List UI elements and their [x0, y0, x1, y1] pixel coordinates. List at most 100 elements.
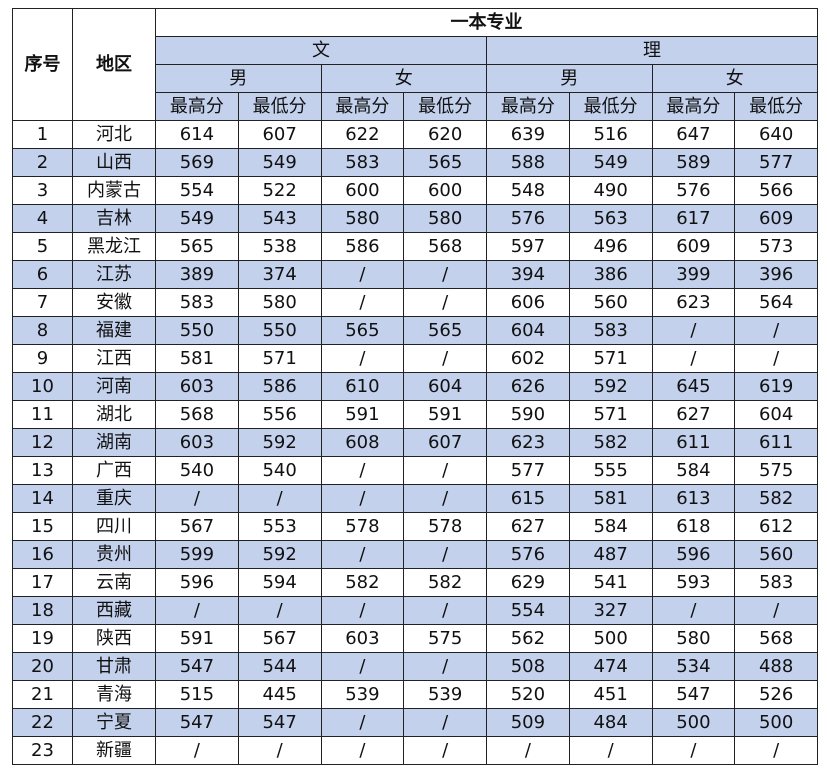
score-cell: 488: [734, 652, 818, 681]
score-cell: 610: [320, 372, 405, 401]
row-number: 16: [12, 540, 73, 569]
score-cell: /: [155, 596, 239, 625]
score-cell: 582: [403, 568, 487, 597]
row-number: 19: [12, 624, 73, 653]
score-cell: 576: [486, 540, 570, 569]
score-cell: /: [320, 484, 405, 513]
score-cell: 500: [734, 708, 818, 737]
region-name: 甘肃: [72, 652, 156, 681]
score-cell: /: [237, 484, 322, 513]
region-name: 黑龙江: [72, 232, 156, 261]
score-cell: 582: [568, 428, 653, 457]
score-cell: 555: [568, 456, 653, 485]
region-name: 福建: [72, 316, 156, 345]
row-number: 3: [12, 176, 73, 205]
row-number: 22: [12, 708, 73, 737]
region-name: 新疆: [72, 736, 156, 765]
score-cell: 554: [486, 596, 570, 625]
data-row: 2 山西 569 549 583 565 588 549 589 577: [12, 148, 818, 177]
score-cell: 547: [155, 708, 239, 737]
score-cell: 599: [155, 540, 239, 569]
score-cell: 607: [403, 428, 487, 457]
score-cell: /: [320, 736, 405, 765]
score-cell: /: [237, 596, 322, 625]
score-cell: 577: [734, 148, 818, 177]
data-row: 5 黑龙江 565 538 586 568 597 496 609 573: [12, 232, 818, 261]
score-cell: 623: [486, 428, 570, 457]
score-cell: 640: [734, 120, 818, 149]
row-number: 10: [12, 372, 73, 401]
score-cell: 600: [320, 176, 405, 205]
table-header: 序号 地区 一本专业文理男女男女最高分 最低分 最高分 最低分 最高分 最低分 最高分 最低分: [12, 8, 818, 121]
score-cell: 620: [403, 120, 487, 149]
score-cell: 539: [403, 680, 487, 709]
score-cell: 575: [734, 456, 818, 485]
region-name: 西藏: [72, 596, 156, 625]
score-cell: 496: [568, 232, 653, 261]
header-row: 男女男女: [13, 64, 818, 93]
score-cell: 547: [237, 708, 322, 737]
data-row: 22 宁夏 547 547//509 484 500 500: [12, 708, 818, 737]
score-cell: 568: [155, 400, 239, 429]
score-cell: 592: [237, 428, 322, 457]
score-cell: 583: [568, 316, 653, 345]
score-cell: 540: [155, 456, 239, 485]
score-cell: /: [734, 596, 818, 625]
header-row: 序号 地区 一本专业: [12, 8, 818, 121]
score-cell: 647: [651, 120, 736, 149]
score-cell: /: [734, 344, 818, 373]
score-cell: 626: [486, 372, 570, 401]
score-cell: 571: [568, 344, 653, 373]
score-cell: 571: [568, 400, 653, 429]
column-header: 最低分: [237, 92, 322, 121]
score-cell: 578: [403, 512, 487, 541]
score-cell: 549: [568, 148, 653, 177]
score-cell: 534: [651, 652, 736, 681]
score-cell: /: [320, 652, 405, 681]
score-cell: 577: [486, 456, 570, 485]
score-cell: 526: [734, 680, 818, 709]
score-cell: /: [403, 456, 487, 485]
row-number: 6: [12, 260, 73, 289]
row-number: 4: [12, 204, 73, 233]
score-cell: 327: [568, 596, 653, 625]
score-cell: 394: [486, 260, 570, 289]
score-cell: 627: [486, 512, 570, 541]
column-header: 最低分: [568, 92, 653, 121]
score-cell: 613: [651, 484, 736, 513]
region-name: 宁夏: [72, 708, 156, 737]
data-row: 19 陕西 591 567 603 575 562 500 580 568: [12, 624, 818, 653]
data-row: 12 湖南 603 592 608 607 623 582 611 611: [12, 428, 818, 457]
score-cell: 563: [568, 204, 653, 233]
score-cell: 568: [734, 624, 818, 653]
score-cell: /: [486, 736, 570, 765]
score-cell: 603: [155, 428, 239, 457]
score-cell: 582: [320, 568, 405, 597]
data-row: 3 内蒙古 554 522 600 600 548 490 576 566: [12, 176, 818, 205]
score-cell: 602: [486, 344, 570, 373]
score-cell: 541: [568, 568, 653, 597]
score-cell: 578: [320, 512, 405, 541]
score-cell: 487: [568, 540, 653, 569]
score-cell: 607: [237, 120, 322, 149]
score-cell: 565: [155, 232, 239, 261]
data-row: 18 西藏 / / //554 327//: [12, 596, 818, 625]
score-cell: 583: [320, 148, 405, 177]
data-row: 21 青海 515 445 539 539 520 451 547 526: [12, 680, 818, 709]
score-cell: 564: [734, 288, 818, 317]
group-header: 理: [486, 36, 818, 65]
table-title: 一本专业: [155, 8, 818, 37]
data-row: 16 贵州 599 592//576 487 596 560: [12, 540, 818, 569]
score-cell: 592: [237, 540, 322, 569]
score-cell: 556: [237, 400, 322, 429]
region-name: 山西: [72, 148, 156, 177]
region-name: 陕西: [72, 624, 156, 653]
score-cell: 639: [486, 120, 570, 149]
score-cell: 509: [486, 708, 570, 737]
score-cell: /: [651, 596, 736, 625]
region-name: 贵州: [72, 540, 156, 569]
data-row: 10 河南 603 586 610 604 626 592 645 619: [12, 372, 818, 401]
data-row: 6 江苏 389 374//394 386 399 396: [12, 260, 818, 289]
score-cell: 575: [403, 624, 487, 653]
score-cell: 615: [486, 484, 570, 513]
